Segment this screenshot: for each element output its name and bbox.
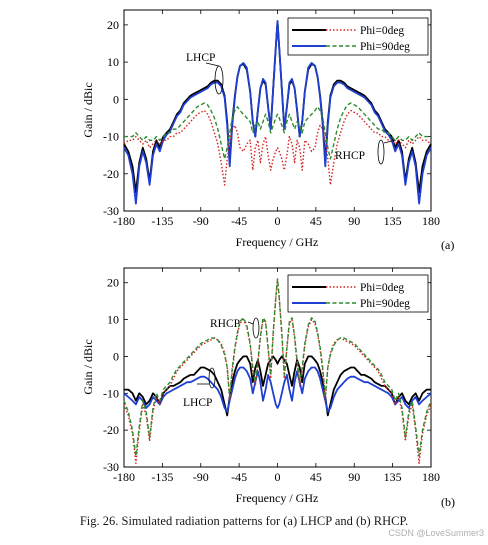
x-axis-label-b: Frequency / GHz (236, 491, 319, 505)
series-line-lhcp-phi90deg (123, 20, 432, 205)
x-tick-label: 0 (275, 470, 281, 484)
series-line-lhcp-phi0deg (124, 355, 431, 417)
series-line-rhcp-phi90deg (123, 278, 432, 457)
annotation-rhcp-arrow-a (383, 139, 397, 144)
annotation-lhcp-marker-b (208, 367, 216, 389)
chart-panel-b: -180 -135 -90 -45 0 45 90 135 180-30-20-1001020 … (81, 267, 455, 509)
x-tick-label: -90 (193, 470, 209, 484)
y-tick-label: 20 (107, 276, 119, 290)
x-tick-label: 180 (422, 470, 440, 484)
y-tick-label: -30 (103, 204, 119, 218)
legend-label-phi0-b: Phi=0deg (360, 282, 404, 294)
x-tick-label: 45 (310, 470, 322, 484)
x-axis-label-a: Frequency / GHz (236, 235, 319, 249)
legend-a: Phi=0deg Phi=90deg (287, 17, 429, 56)
y-tick-label: -20 (103, 423, 119, 437)
x-tick-label: -180 (113, 470, 135, 484)
y-tick-label: 0 (113, 349, 119, 363)
y-tick-label: -10 (103, 130, 119, 144)
series-line-rhcp-phi90deg (124, 102, 431, 160)
legend-label-phi90-a: Phi=90deg (360, 41, 410, 53)
annotation-lhcp-a: LHCP (186, 52, 224, 95)
x-tick-label: -135 (151, 470, 173, 484)
annotation-lhcp-b: LHCP (183, 367, 216, 409)
annotation-lhcp-text-a: LHCP (186, 52, 215, 64)
y-tick-label: -30 (103, 460, 119, 474)
series-line-lhcp-phi90deg (123, 366, 432, 413)
y-tick-label: 10 (107, 313, 119, 327)
curves-a (123, 20, 432, 205)
panel-label-a: (a) (441, 238, 454, 252)
curves-b (123, 278, 432, 464)
x-tick-label: -135 (151, 214, 173, 228)
y-tick-label: -10 (103, 386, 119, 400)
chart-panel-a: -180 -135 -90 -45 0 45 90 135 180-30-20-1001020 … (81, 9, 454, 252)
x-tick-label: -90 (193, 214, 209, 228)
annotation-rhcp-a: RHCP (335, 139, 397, 165)
annotation-rhcp-marker-a (377, 139, 385, 165)
x-tick-label: 45 (310, 214, 322, 228)
panel-label-b: (b) (441, 495, 455, 509)
annotation-rhcp-arrow-b (247, 321, 254, 325)
annotation-rhcp-text-a: RHCP (335, 150, 365, 162)
legend-b: Phi=0deg Phi=90deg (287, 274, 429, 313)
series-line-rhcp-phi0deg (123, 109, 432, 186)
annotation-rhcp-text-b: RHCP (210, 318, 240, 330)
x-tick-label: 0 (275, 214, 281, 228)
x-tick-label: 135 (384, 470, 402, 484)
x-tick-label: 180 (422, 214, 440, 228)
x-tick-label: 90 (348, 214, 360, 228)
legend-box-a (287, 17, 429, 56)
x-tick-label: -180 (113, 214, 135, 228)
y-axis-label-b: Gain / dBic (81, 339, 95, 394)
x-tick-label: 135 (384, 214, 402, 228)
y-axis-label-a: Gain / dBic (81, 82, 95, 137)
y-tick-label: 10 (107, 55, 119, 69)
y-tick-label: 0 (113, 92, 119, 106)
annotation-lhcp-text-b: LHCP (183, 397, 212, 409)
legend-label-phi90-b: Phi=90deg (360, 298, 410, 310)
axis-ticks-b: -180 -135 -90 -45 0 45 90 135 180 -30 -20 -10 0 10 20 (103, 268, 440, 484)
watermark: CSDN @LoveSummer3 (388, 528, 484, 538)
annotation-rhcp-marker-b (252, 317, 260, 339)
annotation-rhcp-b: RHCP (210, 317, 260, 339)
y-tick-label: 20 (107, 18, 119, 32)
annotation-lhcp-arrow-a (205, 62, 220, 67)
legend-box-b (287, 274, 429, 313)
x-tick-label: 90 (348, 470, 360, 484)
axis-ticks-a: -180 -135 -90 -45 0 45 90 135 180 -30 -20 -10 0 10 20 (103, 10, 440, 228)
y-tick-label: -20 (103, 167, 119, 181)
legend-label-phi0-a: Phi=0deg (360, 25, 404, 37)
figure-caption: Fig. 26. Simulated radiation patterns fo… (79, 514, 409, 528)
x-tick-label: -45 (231, 470, 247, 484)
x-tick-label: -45 (231, 214, 247, 228)
